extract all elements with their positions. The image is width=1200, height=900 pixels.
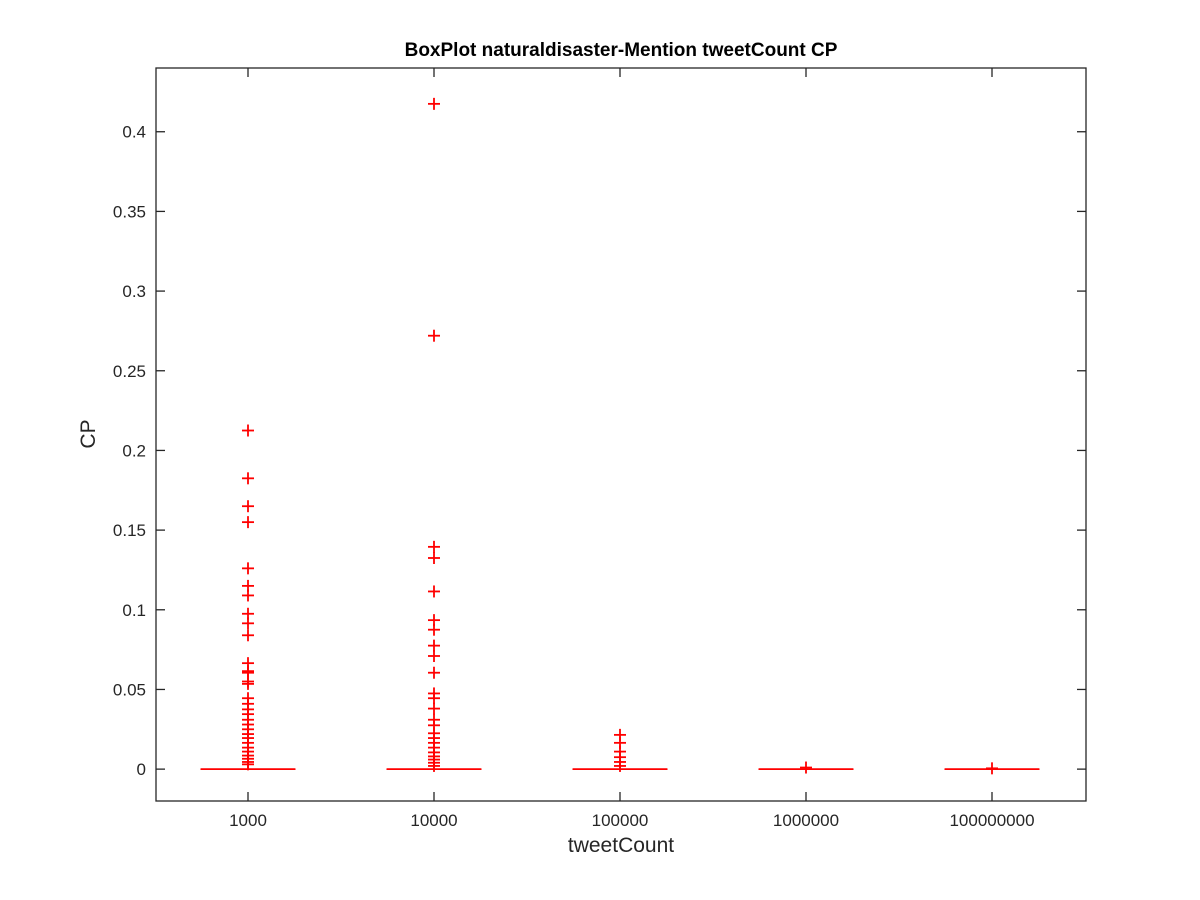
outlier-point [428,692,440,705]
x-tick-label: 1000 [229,811,267,830]
outlier-point [242,629,254,642]
outlier-point [428,649,440,662]
outlier-point [428,623,440,636]
outlier-point [242,500,254,513]
outlier-point [242,589,254,602]
outlier-point [428,702,440,715]
x-tick-label: 10000 [410,811,457,830]
outliers-layer [242,97,998,775]
outlier-point [242,424,254,437]
y-axis-label: CP [77,419,100,448]
outlier-point [242,562,254,575]
plot-area [156,68,1086,801]
y-tick-label: 0.3 [122,282,146,301]
y-tick-label: 0.4 [122,123,146,142]
axes-frame [155,67,1087,802]
outlier-point [800,761,812,774]
outlier-point [428,759,440,772]
outlier-point [428,551,440,564]
outlier-point [428,639,440,652]
outlier-point [428,97,440,110]
x-tick-label: 100000 [592,811,649,830]
y-tick-label: 0.35 [113,202,146,221]
y-tick-label: 0 [137,760,146,779]
outlier-point [242,758,254,771]
y-tick-label: 0.15 [113,521,146,540]
x-tick-label: 100000000 [949,811,1034,830]
outlier-point [428,540,440,553]
y-tick-label: 0.25 [113,362,146,381]
outlier-point [242,472,254,485]
outlier-point [986,762,998,775]
outlier-point [614,759,626,772]
outlier-point [428,329,440,342]
outlier-point [242,516,254,529]
x-tick-label: 1000000 [773,811,839,830]
y-tick-label: 0.1 [122,601,146,620]
y-tick-label: 0.2 [122,441,146,460]
x-axis-label: tweetCount [568,834,674,857]
x-axis: 1000 10000 100000 1000000 100000000 [229,68,1035,830]
outlier-point [242,617,254,630]
outlier-point [428,666,440,679]
y-axis: 0 0.05 0.1 0.15 0.2 0.25 0.3 0.35 0.4 [113,123,1086,779]
y-tick-label: 0.05 [113,680,146,699]
outlier-point [428,585,440,598]
chart-title: BoxPlot naturaldisaster-Mention tweetCou… [405,40,838,61]
outlier-point [242,677,254,690]
